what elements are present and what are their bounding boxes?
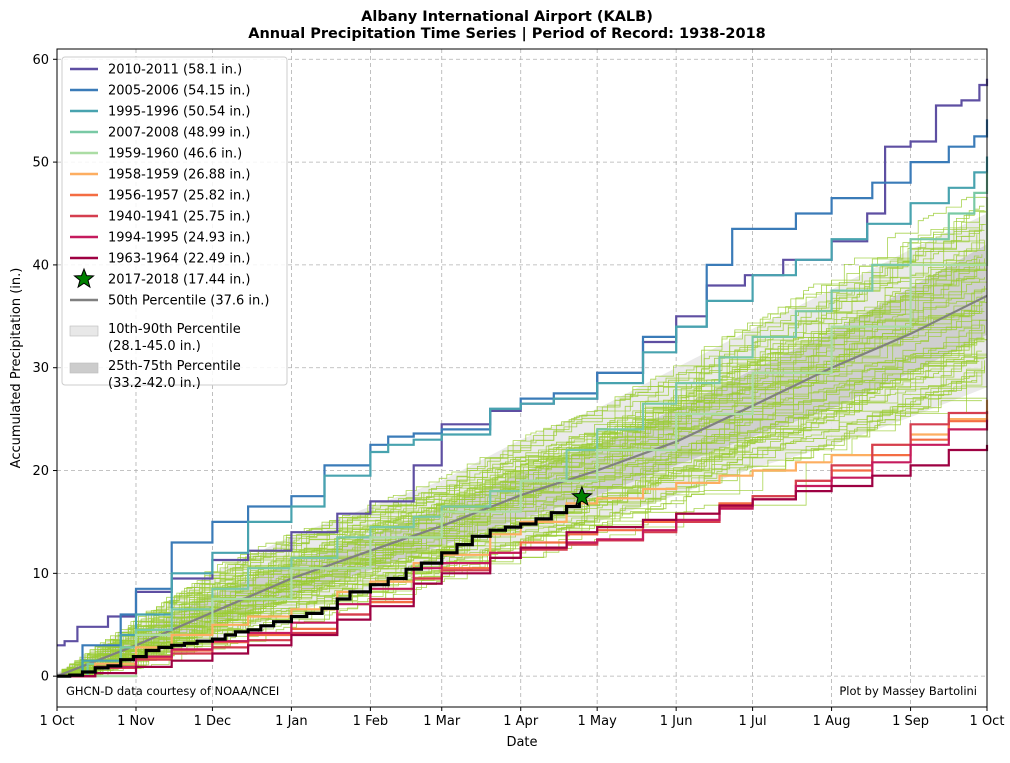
plot-frame	[56, 48, 988, 708]
legend-label: 1956-1957 (25.82 in.)	[108, 189, 250, 204]
legend-label: 1959-1960 (46.6 in.)	[108, 147, 242, 162]
background-year-line	[57, 227, 980, 677]
x-tick-label: 1 Feb	[353, 714, 388, 729]
source-note: GHCN-D data courtesy of NOAA/NCEI	[66, 684, 279, 698]
y-axis-label: Accumulated Precipitation (in.)	[9, 268, 24, 469]
x-axis-label: Date	[506, 735, 537, 750]
x-tick-label: 1 Oct	[970, 714, 1005, 729]
series-line	[57, 444, 989, 678]
current-year-layer	[57, 485, 593, 678]
background-year-line	[57, 210, 985, 677]
y-tick-label: 40	[32, 258, 49, 273]
chart-subtitle: Annual Precipitation Time Series | Perio…	[248, 26, 766, 42]
x-tick-label: 1 Dec	[194, 714, 232, 729]
legend-label: 50th Percentile (37.6 in.)	[108, 294, 269, 309]
legend-label: 2017-2018 (17.44 in.)	[108, 273, 250, 288]
x-tick-label: 1 May	[578, 714, 618, 729]
legend-label: 25th-75th Percentile	[108, 359, 241, 374]
x-tick-label: 1 Apr	[503, 714, 539, 729]
background-year-line	[57, 370, 983, 677]
legend-label: 1940-1941 (25.75 in.)	[108, 210, 250, 225]
background-year-line	[57, 301, 983, 677]
x-tick-label: 1 Jan	[275, 714, 307, 729]
background-year-line	[57, 353, 977, 677]
x-tick-label: 1 Jul	[739, 714, 767, 729]
y-tick-label: 30	[32, 361, 49, 376]
legend-swatch	[69, 325, 99, 337]
background-year-line	[57, 187, 988, 677]
x-tick-label: 1 Aug	[813, 714, 851, 729]
x-tick-label: 1 Oct	[40, 714, 75, 729]
legend-label: (28.1-45.0 in.)	[108, 339, 201, 354]
legend-label: 2005-2006 (54.15 in.)	[108, 84, 250, 99]
y-tick-label: 60	[32, 53, 49, 68]
chart-title: Albany International Airport (KALB)	[361, 9, 653, 25]
legend-label: (33.2-42.0 in.)	[108, 376, 201, 391]
x-tick-label: 1 Sep	[892, 714, 929, 729]
legend-swatch	[69, 362, 99, 374]
legend-label: 1994-1995 (24.93 in.)	[108, 231, 250, 246]
credit-note: Plot by Massey Bartolini	[839, 684, 977, 698]
y-tick-label: 0	[41, 670, 49, 685]
x-tick-label: 1 Mar	[423, 714, 461, 729]
legend-label: 1995-1996 (50.54 in.)	[108, 105, 250, 120]
x-tick-label: 1 Jun	[660, 714, 693, 729]
legend-label: 10th-90th Percentile	[108, 322, 241, 337]
series-line	[57, 197, 989, 678]
legend-label: 2007-2008 (48.99 in.)	[108, 126, 250, 141]
y-tick-label: 10	[32, 567, 49, 582]
current-year-line	[57, 496, 584, 678]
legend-label: 1963-1964 (22.49 in.)	[108, 252, 250, 267]
axis-ticks: 1 Oct 1 Nov 1 Dec 1 Jan 1 Feb 1 Mar 1 Apr 1 May…	[32, 53, 1004, 729]
legend-label: 2010-2011 (58.1 in.)	[108, 63, 242, 78]
series-line	[57, 156, 989, 678]
x-tick-label: 1 Nov	[117, 714, 155, 729]
background-year-lines	[57, 187, 988, 677]
y-tick-label: 50	[32, 156, 49, 171]
legend: 2010-2011 (58.1 in.) 2005-2006 (54.15 in.…	[61, 56, 288, 391]
legend-frame	[61, 56, 288, 386]
legend-star-icon	[73, 267, 95, 289]
legend-label: 1958-1959 (26.88 in.)	[108, 168, 250, 183]
current-year-marker-star	[571, 485, 593, 507]
y-tick-label: 20	[32, 464, 49, 479]
series-line	[57, 399, 989, 678]
background-year-line	[57, 302, 987, 677]
